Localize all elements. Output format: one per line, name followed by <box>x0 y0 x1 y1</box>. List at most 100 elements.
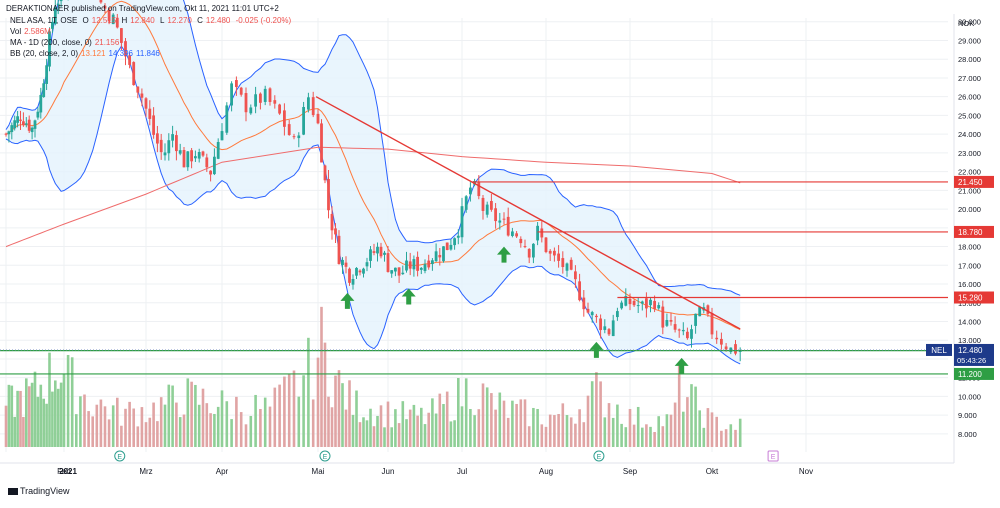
ohlc-open-label: O <box>82 16 89 25</box>
candle-body <box>372 251 376 253</box>
volume-bar <box>307 337 310 447</box>
symbol-label: NEL ASA, 1T, OSE <box>10 16 78 25</box>
candle-body <box>624 296 628 306</box>
volume-bar <box>682 411 685 447</box>
volume-bar <box>686 397 689 447</box>
volume-bar <box>442 404 445 447</box>
candle-body <box>42 83 46 98</box>
bar-countdown: 05:43:26 <box>957 356 986 365</box>
candle-body <box>456 235 460 238</box>
time-axis-tick-label: Sep <box>623 467 638 476</box>
volume-bar <box>10 385 14 447</box>
volume-bar <box>557 414 560 447</box>
volume-bar <box>51 391 54 447</box>
volume-bar <box>369 408 372 447</box>
candle-body <box>297 135 301 139</box>
candle-body <box>36 111 40 118</box>
volume-bar <box>48 352 51 447</box>
volume-bar <box>302 375 305 447</box>
price-axis-tick-label: 29.000 <box>958 36 981 45</box>
candle-body <box>337 235 341 265</box>
volume-bar <box>116 397 119 447</box>
candle-body <box>311 97 315 116</box>
ma-label: MA - 1D (200, close, 0) <box>10 38 92 47</box>
volume-bar <box>515 403 518 447</box>
candle-body <box>620 302 623 309</box>
candle-body <box>412 259 416 270</box>
candle-body <box>175 135 178 152</box>
support-arrow-icon <box>674 357 689 374</box>
price-axis-tick-label: 23.000 <box>958 149 981 158</box>
volume-bar <box>586 395 590 447</box>
candle-body <box>273 100 277 104</box>
volume-bar <box>171 385 174 447</box>
candle-body <box>569 259 573 270</box>
ohlc-open: 12.515 <box>91 16 117 25</box>
candle-body <box>485 204 489 215</box>
bb-label: BB (20, close, 2, 0) <box>10 49 79 58</box>
earnings-marker-label: E <box>597 454 602 461</box>
volume-bar <box>190 381 193 447</box>
candle-body <box>706 305 710 314</box>
candle-body <box>111 14 115 25</box>
candle-body <box>159 139 163 153</box>
volume-bar <box>136 426 140 447</box>
legend-ma-row: MA - 1D (200, close, 0) 21.156 <box>10 38 122 47</box>
volume-bar <box>355 390 358 447</box>
volume-bar <box>420 407 423 447</box>
price-axis-tick-label: 14.000 <box>958 317 981 326</box>
volume-bar <box>358 422 362 447</box>
candle-body <box>431 260 434 265</box>
candle-body <box>213 156 216 175</box>
candle-body <box>358 270 362 273</box>
price-level-tag <box>954 175 994 188</box>
candle-body <box>611 320 615 337</box>
volume-bar <box>464 378 468 447</box>
candle-body <box>56 3 60 5</box>
volume-bar <box>62 374 66 447</box>
candle-body <box>582 297 586 310</box>
candle-body <box>694 313 697 326</box>
volume-bar <box>79 396 82 447</box>
volume-bar <box>42 398 45 447</box>
time-axis-tick-label: Jun <box>382 467 395 476</box>
candle-body <box>640 301 644 304</box>
candle-body <box>10 125 14 133</box>
volume-bar <box>320 306 323 447</box>
candle-body <box>128 55 131 65</box>
ohlc-high: 12.840 <box>130 16 155 25</box>
volume-bar <box>677 363 681 447</box>
volume-bar <box>205 403 209 447</box>
candle-body <box>186 151 190 168</box>
publish-line: DERAKTIONAER published on TradingView.co… <box>6 4 279 13</box>
volume-bar <box>715 416 718 447</box>
volume-bar <box>702 427 706 447</box>
price-axis-tick-label: 27.000 <box>958 74 981 83</box>
time-axis-tick-label: Nov <box>799 467 813 476</box>
candle-body <box>653 300 656 309</box>
time-axis-tick-label: Jul <box>457 467 467 476</box>
last-price-value: 12.480 <box>958 346 983 355</box>
volume-bar <box>498 392 502 447</box>
downtrend-line <box>315 96 741 330</box>
tradingview-logo[interactable]: TradingView <box>8 486 70 496</box>
volume-bar <box>16 390 19 447</box>
time-axis-tick-label: Mai <box>312 467 325 476</box>
time-axis-tick-label: Okt <box>706 467 719 476</box>
candle-body <box>163 152 167 156</box>
volume-bar <box>445 391 449 447</box>
candle-body <box>16 116 19 123</box>
volume-bar <box>278 384 281 447</box>
candle-body <box>536 225 539 241</box>
candle-body <box>715 337 719 340</box>
volume-bar <box>297 396 301 447</box>
candle-body <box>307 97 310 110</box>
candle-body <box>244 93 248 113</box>
volume-bar <box>544 426 548 447</box>
earnings-marker-label: E <box>323 454 328 461</box>
volume-bar <box>7 384 11 447</box>
volume-bar <box>148 417 152 447</box>
volume-bar <box>194 384 197 447</box>
